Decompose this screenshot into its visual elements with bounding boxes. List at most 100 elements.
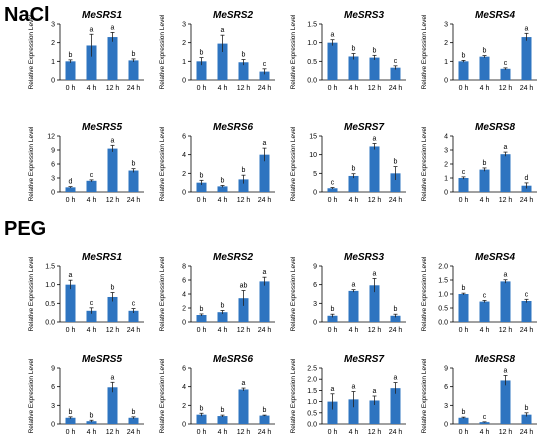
y-tick-label: 0 bbox=[444, 190, 448, 197]
y-tick-label: 4 bbox=[182, 152, 186, 159]
y-tick-label: 2 bbox=[182, 306, 186, 313]
x-tick-label: 4 h bbox=[218, 327, 228, 334]
significance-letter: b bbox=[200, 172, 204, 179]
significance-letter: a bbox=[394, 375, 398, 382]
x-tick-label: 4 h bbox=[218, 429, 228, 436]
bar bbox=[65, 417, 76, 424]
x-tick-label: 24 h bbox=[520, 85, 534, 92]
y-tick-label: 0 bbox=[182, 320, 186, 327]
y-tick-label: 0.0 bbox=[45, 320, 55, 327]
y-tick-label: 6 bbox=[182, 134, 186, 141]
bar bbox=[86, 310, 97, 322]
x-tick-label: 24 h bbox=[520, 327, 534, 334]
y-tick-label: 0.0 bbox=[307, 422, 317, 429]
significance-letter: a bbox=[221, 27, 225, 34]
significance-letter: b bbox=[200, 306, 204, 313]
y-tick-label: 0 bbox=[182, 190, 186, 197]
bar bbox=[458, 417, 469, 424]
chart-title: MeSRS2 bbox=[213, 10, 253, 21]
y-axis-label: Relative Expression Level bbox=[421, 126, 428, 201]
y-tick-label: 1 bbox=[182, 59, 186, 66]
bar bbox=[259, 281, 270, 322]
bar bbox=[479, 56, 490, 80]
y-tick-label: 0 bbox=[182, 422, 186, 429]
y-tick-label: 3 bbox=[444, 22, 448, 29]
significance-letter: d bbox=[69, 179, 73, 186]
x-tick-label: 12 h bbox=[368, 197, 382, 204]
significance-letter: c bbox=[462, 169, 466, 176]
x-tick-label: 12 h bbox=[499, 327, 513, 334]
y-tick-label: 8 bbox=[182, 264, 186, 271]
significance-letter: c bbox=[504, 60, 508, 67]
significance-letter: a bbox=[111, 24, 115, 31]
y-tick-label: 1 bbox=[51, 59, 55, 66]
y-tick-label: 2.0 bbox=[307, 377, 317, 384]
y-axis-label: Relative Expression Level bbox=[290, 126, 297, 201]
x-tick-label: 24 h bbox=[127, 327, 141, 334]
bar bbox=[500, 380, 511, 424]
significance-letter: b bbox=[525, 405, 529, 412]
bar bbox=[86, 45, 97, 80]
bar bbox=[238, 389, 249, 424]
y-tick-label: 6 bbox=[51, 162, 55, 169]
y-tick-label: 1.0 bbox=[307, 40, 317, 47]
y-tick-label: 9 bbox=[51, 148, 55, 155]
x-tick-label: 0 h bbox=[328, 429, 338, 436]
bar bbox=[348, 175, 359, 192]
y-tick-label: 2 bbox=[444, 40, 448, 47]
significance-letter: b bbox=[462, 285, 466, 292]
chart-title: MeSRS8 bbox=[475, 122, 515, 133]
bar bbox=[327, 42, 338, 80]
significance-letter: c bbox=[132, 301, 136, 308]
x-tick-label: 12 h bbox=[237, 429, 251, 436]
significance-letter: a bbox=[331, 32, 335, 39]
y-tick-label: 6 bbox=[313, 282, 317, 289]
bar bbox=[369, 400, 380, 424]
y-tick-label: 5 bbox=[313, 171, 317, 178]
bar bbox=[390, 67, 401, 80]
y-tick-label: 0.0 bbox=[307, 78, 317, 85]
section-title-nacl: NaCl bbox=[4, 4, 50, 26]
x-tick-label: 4 h bbox=[349, 197, 359, 204]
x-tick-label: 4 h bbox=[349, 327, 359, 334]
x-tick-label: 4 h bbox=[218, 85, 228, 92]
significance-letter: c bbox=[263, 61, 267, 68]
y-tick-label: 1.5 bbox=[307, 388, 317, 395]
x-tick-label: 12 h bbox=[237, 327, 251, 334]
significance-letter: b bbox=[242, 167, 246, 174]
y-tick-label: 0.5 bbox=[307, 410, 317, 417]
y-tick-label: 10 bbox=[309, 152, 317, 159]
bar bbox=[259, 415, 270, 424]
y-tick-label: 1.0 bbox=[45, 282, 55, 289]
x-tick-label: 0 h bbox=[328, 85, 338, 92]
y-tick-label: 3 bbox=[182, 22, 186, 29]
y-axis-label: Relative Expression Level bbox=[28, 358, 35, 433]
significance-letter: a bbox=[373, 388, 377, 395]
y-axis-label: Relative Expression Level bbox=[290, 358, 297, 433]
x-tick-label: 12 h bbox=[106, 197, 120, 204]
chart-title: MeSRS7 bbox=[344, 354, 384, 365]
bar bbox=[259, 154, 270, 192]
x-tick-label: 24 h bbox=[258, 429, 272, 436]
x-tick-label: 24 h bbox=[389, 85, 403, 92]
bar bbox=[390, 173, 401, 192]
significance-letter: a bbox=[331, 386, 335, 393]
bar bbox=[128, 170, 139, 192]
y-tick-label: 6 bbox=[444, 384, 448, 391]
x-tick-label: 0 h bbox=[328, 327, 338, 334]
y-tick-label: 9 bbox=[313, 264, 317, 271]
bar bbox=[65, 187, 76, 192]
x-tick-label: 24 h bbox=[127, 85, 141, 92]
x-tick-label: 12 h bbox=[499, 197, 513, 204]
x-tick-label: 12 h bbox=[368, 327, 382, 334]
significance-letter: b bbox=[483, 160, 487, 167]
significance-letter: a bbox=[111, 137, 115, 144]
x-tick-label: 24 h bbox=[520, 197, 534, 204]
x-tick-label: 4 h bbox=[87, 197, 97, 204]
bar bbox=[128, 417, 139, 424]
bar bbox=[238, 62, 249, 80]
significance-letter: a bbox=[90, 26, 94, 33]
bar bbox=[479, 169, 490, 192]
x-tick-label: 4 h bbox=[349, 429, 359, 436]
y-axis-label: Relative Expression Level bbox=[290, 14, 297, 89]
